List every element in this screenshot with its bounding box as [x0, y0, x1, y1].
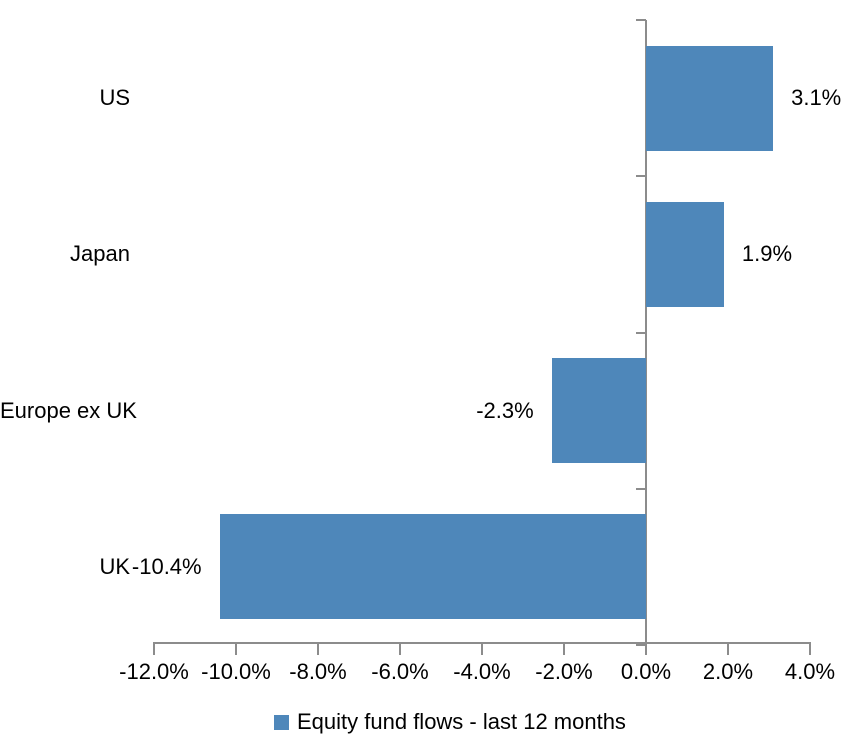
x-tick-mark — [317, 644, 319, 655]
category-label-japan: Japan — [70, 241, 130, 267]
x-tick-label: -4.0% — [453, 659, 511, 684]
x-tick-label: -6.0% — [371, 659, 429, 684]
x-tick-mark — [727, 644, 729, 655]
y-axis-line — [645, 20, 647, 655]
data-label-us: 3.1% — [791, 85, 842, 111]
data-label-europe-ex-uk: -2.3% — [476, 397, 534, 423]
x-tick-mark — [809, 644, 811, 655]
x-axis-line — [153, 642, 811, 644]
x-tick-mark — [481, 644, 483, 655]
y-tick-mark — [636, 331, 646, 334]
x-tick-label: -8.0% — [289, 659, 347, 684]
y-tick-mark — [636, 644, 646, 646]
x-tick-mark — [563, 644, 565, 655]
x-tick-label: 0.0% — [620, 659, 672, 684]
category-label-us: US — [99, 85, 130, 111]
legend: Equity fund flows - last 12 months — [274, 709, 626, 735]
category-label-uk: UK — [99, 553, 130, 579]
y-tick-mark — [636, 175, 646, 178]
x-tick-mark — [399, 644, 401, 655]
x-tick-label: -12.0% — [119, 659, 189, 684]
category-label-europe-ex-uk: Europe ex UK — [0, 397, 137, 423]
data-label-uk: -10.4% — [131, 553, 202, 579]
y-tick-mark — [636, 19, 646, 21]
bar-europe-ex-uk — [551, 358, 646, 464]
x-tick-mark — [235, 644, 237, 655]
bar-us — [646, 45, 774, 151]
legend-swatch-icon — [274, 714, 289, 730]
bar-uk — [219, 514, 646, 620]
bar-japan — [646, 201, 724, 307]
x-tick-label: -2.0% — [535, 659, 593, 684]
x-tick-mark — [153, 644, 155, 655]
data-label-japan: 1.9% — [741, 241, 793, 267]
legend-label: Equity fund flows - last 12 months — [297, 709, 626, 734]
x-tick-mark — [645, 644, 647, 655]
x-tick-label: -10.0% — [201, 659, 271, 684]
y-tick-mark — [636, 487, 646, 490]
x-tick-label: 2.0% — [702, 659, 754, 684]
x-tick-label: 4.0% — [784, 659, 836, 684]
